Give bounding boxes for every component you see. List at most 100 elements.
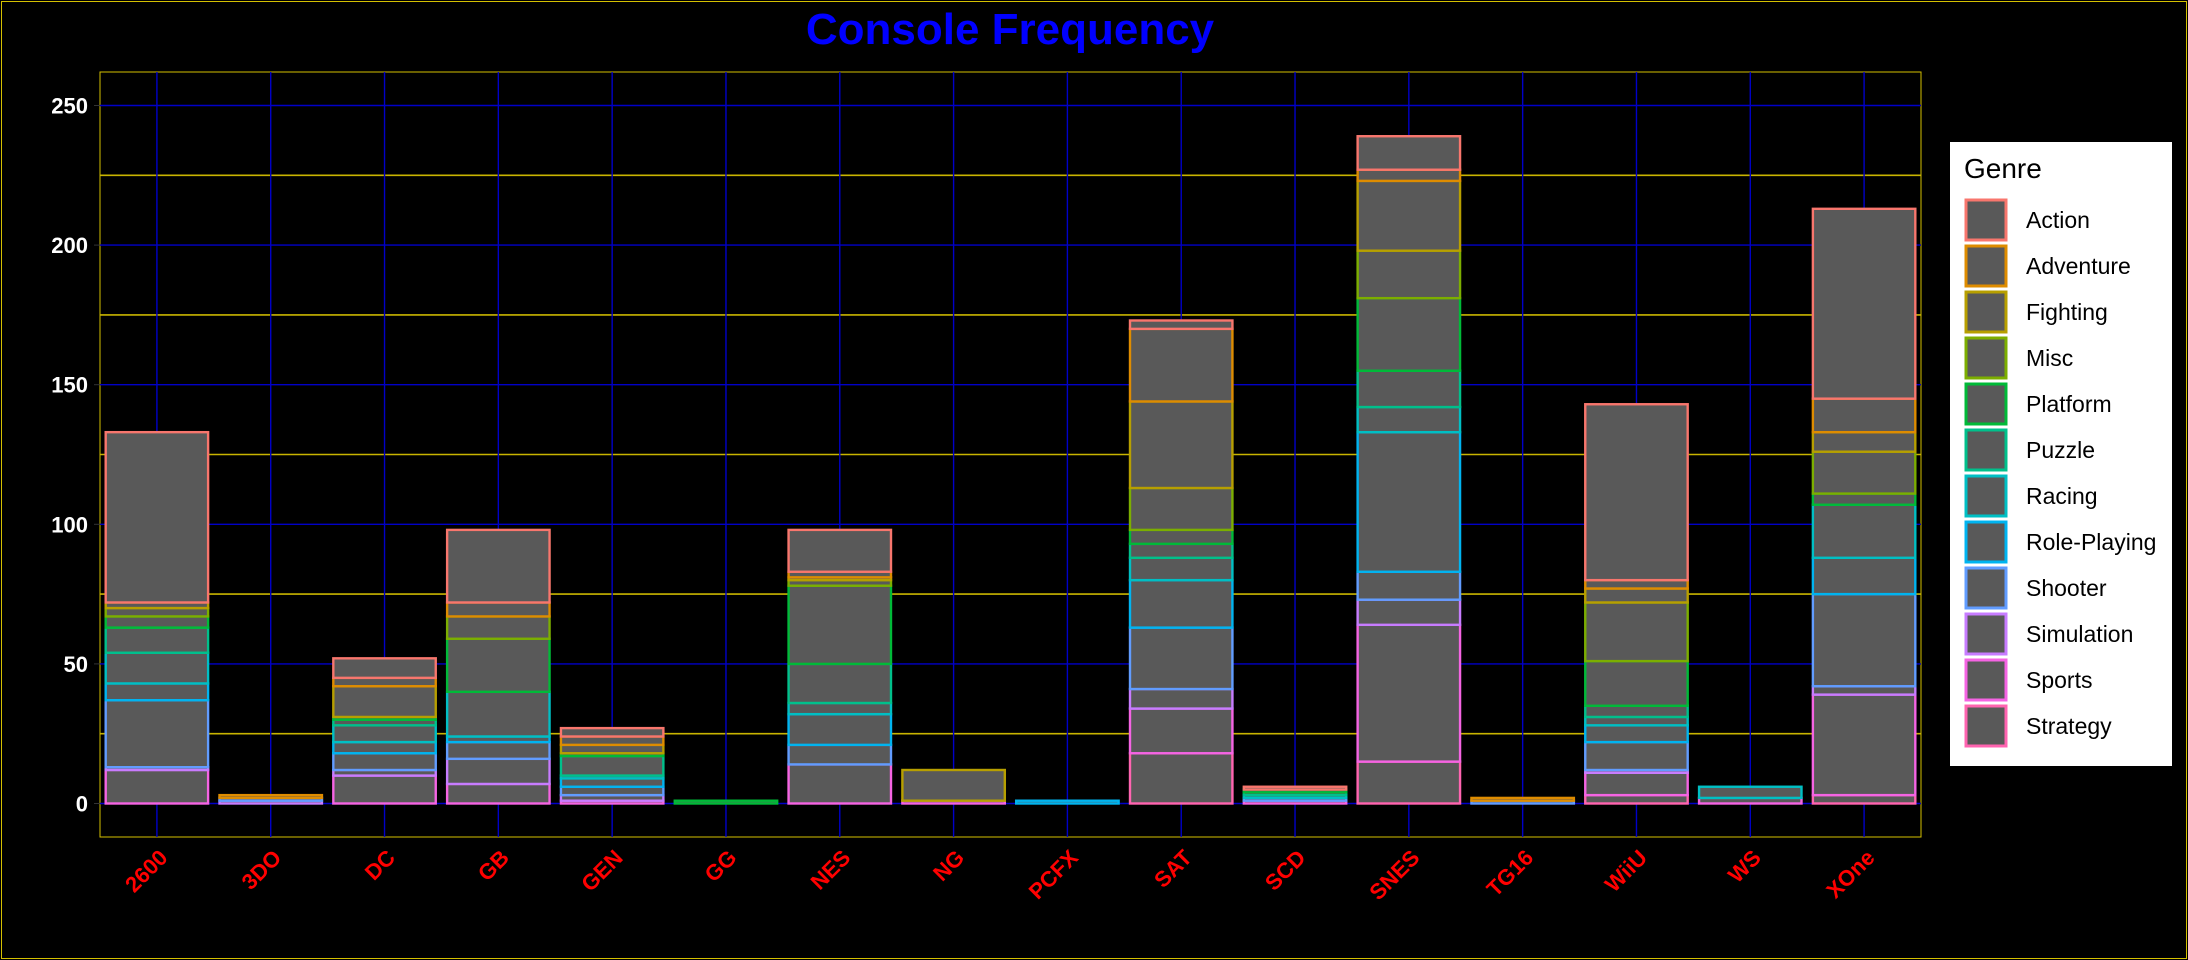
bar-segment-2600-Misc — [104, 606, 210, 618]
legend-label: Role-Playing — [2026, 529, 2156, 555]
bar-segment-WiiU-Fighting — [1584, 587, 1689, 604]
bar-segment-SNES-Racing — [1356, 405, 1462, 434]
x-tick-label: WiiU — [1600, 845, 1652, 897]
bar-segment-NG-Fighting — [901, 768, 1007, 802]
bar-segment-XOne-Fighting — [1811, 430, 1917, 453]
bar-segment-2600-Role-Playing — [104, 682, 210, 702]
bar-segment-NES-Role-Playing — [787, 712, 893, 747]
bar-segment-XOne-Racing — [1811, 503, 1917, 560]
bar-segment-SAT-Action — [1128, 319, 1234, 331]
bar-segment-WiiU-Strategy — [1584, 793, 1689, 805]
legend-title: Genre — [1964, 153, 2042, 184]
legend-label: Simulation — [2026, 621, 2133, 647]
bar-segment-TG16-Adventure — [1470, 796, 1576, 802]
legend-key-Fighting — [1964, 290, 2008, 334]
bar-segment-GB-Misc — [445, 615, 551, 640]
bar-segment-WiiU-Role-Playing — [1584, 724, 1689, 744]
bar-segment-2600-Platform — [104, 615, 210, 629]
bar-segment-SAT-Role-Playing — [1128, 578, 1234, 629]
bar-segment-SNES-Simulation — [1356, 598, 1462, 627]
bar-segment-WiiU-Sports — [1584, 771, 1689, 797]
bar-segment-XOne-Shooter — [1811, 592, 1917, 688]
x-tick-label: SCD — [1260, 845, 1311, 896]
x-tick-label: GB — [473, 845, 514, 886]
legend-label: Misc — [2026, 345, 2073, 371]
bar-segment-DC-Racing — [332, 724, 437, 744]
bar-segment-XOne-Strategy — [1811, 793, 1917, 805]
legend-label: Action — [2026, 207, 2090, 233]
y-tick-label: 200 — [51, 233, 88, 258]
bar-segment-NES-Puzzle — [787, 662, 893, 705]
bar-segment-WiiU-Action — [1584, 403, 1689, 582]
y-tick-label: 50 — [64, 652, 88, 677]
bar-segment-GB-Action — [445, 528, 551, 604]
legend-key-Adventure — [1964, 244, 2008, 288]
legend-key-Strategy — [1964, 704, 2008, 748]
legend: Genre Action Adventure Fighting Misc Platform… — [1950, 142, 2172, 766]
bar-segment-SNES-Fighting — [1356, 179, 1462, 252]
bar-segment-DC-Action — [332, 657, 437, 680]
bar-segment-GEN-Puzzle — [559, 754, 665, 777]
y-tick-label: 250 — [51, 94, 88, 119]
legend-key-Misc — [1964, 336, 2008, 380]
x-tick-label: 2600 — [120, 845, 172, 897]
legend-key-Racing — [1964, 474, 2008, 518]
bar-segment-2600-Puzzle — [104, 626, 210, 654]
x-tick-label: XOne — [1821, 845, 1879, 903]
bar-segment-NES-Racing — [787, 701, 893, 716]
bar-segment-WiiU-Platform — [1584, 659, 1689, 707]
bar-segment-SNES-Adventure — [1356, 168, 1462, 183]
bar-segment-GB-Shooter — [445, 740, 551, 761]
legend-label: Strategy — [2026, 713, 2112, 739]
x-tick-label: NG — [928, 845, 969, 886]
bar-segment-SNES-Platform — [1356, 296, 1462, 372]
bar-segment-SAT-Misc — [1128, 486, 1234, 532]
legend-key-Sports — [1964, 658, 2008, 702]
x-tick-label: WS — [1723, 845, 1766, 888]
bar-segment-GB-Simulation — [445, 757, 551, 786]
bar-segment-SAT-Sports — [1128, 707, 1234, 755]
bar-segment-WiiU-Misc — [1584, 601, 1689, 663]
bar-segment-SAT-Puzzle — [1128, 542, 1234, 560]
bar-segment-SAT-Shooter — [1128, 626, 1234, 691]
bar-segment-GB-Racing — [445, 690, 551, 738]
bar-segment-NES-Platform — [787, 584, 893, 666]
bar-segment-XOne-Platform — [1811, 492, 1917, 506]
bar-segment-SNES-Sports — [1356, 623, 1462, 763]
bar-segment-NES-Sports — [787, 763, 893, 805]
bar-segment-DC-Sports — [332, 774, 437, 805]
bar-segment-SAT-Fighting — [1128, 400, 1234, 490]
chart-title: Console Frequency — [806, 5, 1215, 54]
x-tick-label: GG — [700, 845, 742, 887]
bar-segment-SAT-Platform — [1128, 528, 1234, 546]
bar-segment-SAT-Simulation — [1128, 687, 1234, 710]
x-tick-label: NES — [806, 845, 856, 895]
x-tick-label: DC — [360, 845, 400, 885]
legend-label: Racing — [2026, 483, 2098, 509]
bar-segment-GB-Adventure — [445, 601, 551, 618]
bar-segment-PCFX-Role-Playing — [1014, 799, 1120, 805]
bar-segment-WiiU-Adventure — [1584, 578, 1689, 590]
legend-key-Puzzle — [1964, 428, 2008, 472]
bar-segment-WiiU-Shooter — [1584, 740, 1689, 772]
bar-segment-WiiU-Puzzle — [1584, 704, 1689, 719]
y-tick-label: 100 — [51, 512, 88, 537]
bar-segment-DC-Role-Playing — [332, 740, 437, 755]
bar-segment-XOne-Misc — [1811, 450, 1917, 495]
bar-segment-3DO-Adventure — [218, 793, 324, 800]
bar-segment-SNES-Shooter — [1356, 570, 1462, 601]
bar-segment-XOne-Action — [1811, 207, 1917, 400]
bar-segment-GG-Platform — [673, 799, 779, 805]
bar-segment-SNES-Role-Playing — [1356, 430, 1462, 573]
legend-key-Action — [1964, 198, 2008, 242]
x-tick-label: PCFX — [1024, 845, 1083, 904]
bar-segment-GEN-Action — [559, 726, 665, 738]
legend-key-Simulation — [1964, 612, 2008, 656]
bar-segment-XOne-Sports — [1811, 693, 1917, 797]
x-tick-label: TG16 — [1482, 845, 1539, 902]
bar-segment-SNES-Misc — [1356, 249, 1462, 300]
bar-segment-SNES-Strategy — [1356, 760, 1462, 805]
bar-segment-XOne-Role-Playing — [1811, 556, 1917, 596]
legend-label: Platform — [2026, 391, 2112, 417]
